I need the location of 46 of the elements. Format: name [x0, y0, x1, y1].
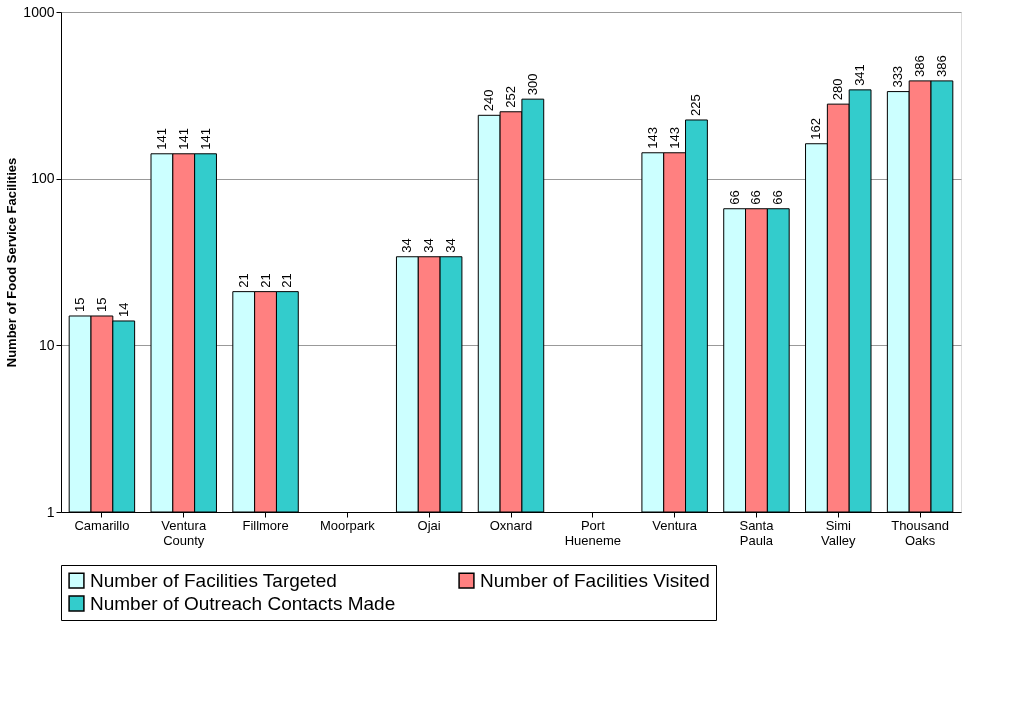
data-label: 21: [235, 273, 251, 288]
data-label: 252: [503, 86, 518, 108]
x-tick-label: Fillmore: [242, 517, 289, 533]
data-label: 141: [153, 128, 169, 150]
data-label: 143: [644, 127, 660, 149]
data-label: 300: [524, 73, 540, 96]
data-label: 66: [770, 190, 786, 205]
y-tick-label: 1: [46, 503, 55, 520]
data-label: 21: [279, 273, 295, 288]
legend-label: Number of Facilities Targeted: [90, 569, 337, 591]
x-tick-label: Camarillo: [74, 517, 130, 533]
y-tick-label: 100: [31, 170, 55, 187]
data-label: 34: [421, 238, 437, 253]
data-label: 34: [399, 238, 415, 253]
data-label: 240: [481, 89, 497, 112]
x-tick-label: Port Hueneme: [564, 517, 622, 548]
data-label: 34: [443, 238, 458, 253]
data-label: 143: [666, 127, 682, 149]
data-label: 21: [257, 273, 273, 288]
y-tick-label: 10: [38, 336, 55, 353]
data-label: 162: [808, 118, 824, 140]
y-axis-title: Number of Food Service Facilities: [4, 157, 20, 368]
legend-label: Number of Facilities Visited: [480, 569, 710, 591]
data-label: 333: [890, 65, 906, 88]
x-tick-label: Thousand Oaks: [891, 517, 949, 548]
data-label: 15: [93, 297, 109, 312]
x-tick-label: Ventura: [652, 517, 698, 533]
data-label: 141: [197, 128, 213, 150]
x-tick-label: Simi Valley: [821, 517, 856, 548]
data-label: 14: [115, 302, 131, 317]
data-label: 66: [748, 190, 764, 205]
legend-label: Number of Outreach Contacts Made: [90, 592, 396, 614]
data-label: 386: [933, 55, 949, 77]
x-tick-label: Santa Paula: [739, 517, 775, 548]
data-label: 66: [726, 190, 742, 205]
data-label: 280: [830, 78, 846, 101]
x-tick-label: Ojai: [417, 517, 441, 533]
x-tick-label: Oxnard: [489, 517, 533, 533]
data-label: 386: [912, 55, 928, 77]
data-label: 341: [852, 64, 868, 86]
y-tick-label: 1000: [23, 3, 55, 20]
data-label: 225: [688, 94, 704, 116]
data-label: 15: [72, 297, 88, 312]
x-tick-label: Moorpark: [319, 517, 376, 533]
x-tick-label: Ventura County: [161, 517, 207, 548]
data-label: 141: [175, 128, 191, 150]
